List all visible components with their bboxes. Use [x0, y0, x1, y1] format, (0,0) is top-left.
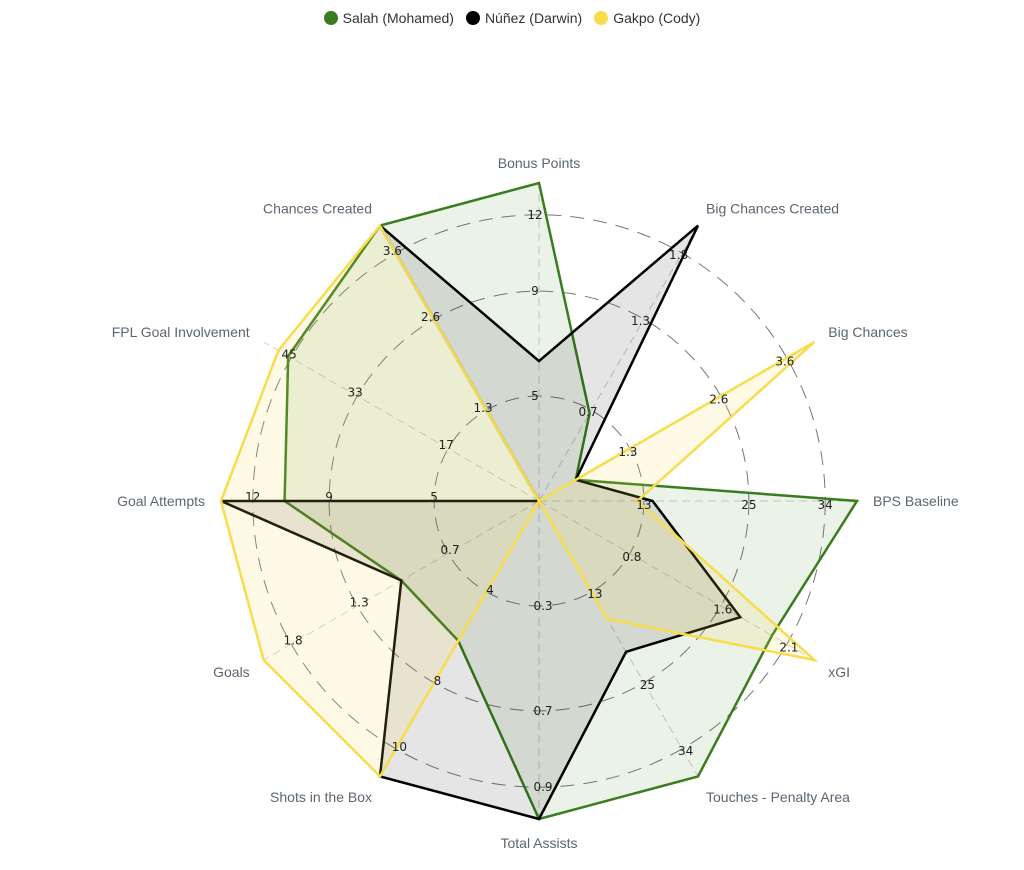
tick-label-goal-attempts-2: 9	[325, 490, 333, 504]
axis-label-touches-penalty-area: Touches - Penalty Area	[706, 789, 850, 805]
tick-label-touches-penalty-area-3: 34	[678, 744, 693, 758]
axis-label-xgi: xGI	[828, 664, 850, 680]
legend-label-salah: Salah (Mohamed)	[342, 10, 454, 26]
axis-line-fpl-goal-involvement	[263, 341, 540, 502]
tick-label-big-chances-created-3: 1.8	[669, 248, 688, 262]
axis-label-shots-in-the-box: Shots in the Box	[270, 789, 372, 805]
axis-label-fpl-goal-involvement: FPL Goal Involvement	[112, 324, 250, 340]
radar-axis-labels: Bonus Points Big Chances Created Big Chanc…	[112, 155, 959, 851]
axis-label-bps-baseline: BPS Baseline	[873, 493, 959, 509]
tick-label-goals-2: 1.3	[350, 596, 369, 610]
radar-tick-labels: 5 9 12 0.7 1.3 1.8 1.3 2.6 3.6 13 25 34 0.8 1.6 2.1 13 2…	[245, 208, 833, 794]
tick-label-goal-attempts-1: 5	[430, 490, 438, 504]
tick-label-bonus-points-2: 9	[531, 284, 539, 298]
legend-dot-salah	[323, 11, 338, 25]
tick-label-shots-in-the-box-1: 4	[486, 583, 494, 597]
tick-label-total-assists-3: 0.9	[533, 780, 552, 794]
series-area-gakpo-cody[interactable]	[219, 223, 819, 779]
tick-label-shots-in-the-box-2: 8	[434, 674, 442, 688]
axis-label-total-assists: Total Assists	[500, 835, 577, 851]
tick-label-chances-created-3: 3.6	[383, 244, 402, 258]
tick-label-big-chances-created-1: 0.7	[578, 405, 597, 419]
legend: Salah (Mohamed) Núñez (Darwin) Gakpo (Co…	[0, 10, 1024, 26]
tick-label-xgi-1: 0.8	[622, 550, 641, 564]
tick-label-bps-baseline-1: 13	[636, 498, 651, 512]
tick-label-total-assists-1: 0.3	[533, 599, 552, 613]
tick-label-bonus-points-1: 5	[531, 389, 539, 403]
legend-item-salah[interactable]: Salah (Mohamed)	[323, 10, 454, 26]
tick-label-goals-3: 1.8	[284, 634, 303, 648]
tick-label-goals-1: 0.7	[441, 543, 460, 557]
axis-line-big-chances-created	[538, 225, 699, 502]
legend-label-nunez: Núñez (Darwin)	[484, 10, 583, 26]
legend-dot-gakpo	[594, 11, 609, 25]
tick-label-xgi-2: 1.6	[713, 602, 732, 616]
tick-label-shots-in-the-box-3: 10	[392, 740, 407, 754]
tick-label-total-assists-2: 0.7	[533, 704, 552, 718]
legend-item-gakpo[interactable]: Gakpo (Cody)	[594, 10, 700, 26]
axis-label-big-chances-created: Big Chances Created	[706, 200, 839, 216]
tick-label-xgi-3: 2.1	[779, 641, 798, 655]
tick-label-touches-penalty-area-2: 25	[640, 678, 655, 692]
radar-series-areas	[219, 181, 860, 821]
axis-label-big-chances: Big Chances	[828, 324, 907, 340]
axis-label-chances-created: Chances Created	[263, 200, 372, 216]
tick-label-fpl-goal-involvement-1: 17	[438, 438, 453, 452]
axis-line-xgi	[538, 500, 815, 661]
tick-label-big-chances-1: 1.3	[618, 445, 637, 459]
tick-label-goal-attempts-3: 12	[245, 490, 260, 504]
tick-label-bps-baseline-2: 25	[741, 498, 756, 512]
tick-label-chances-created-1: 1.3	[474, 401, 493, 415]
tick-label-big-chances-created-2: 1.3	[631, 314, 650, 328]
tick-label-fpl-goal-involvement-2: 33	[348, 386, 363, 400]
tick-label-touches-penalty-area-1: 13	[587, 587, 602, 601]
tick-label-fpl-goal-involvement-3: 45	[281, 347, 296, 361]
legend-item-nunez[interactable]: Núñez (Darwin)	[465, 10, 583, 26]
legend-dot-nunez	[465, 11, 480, 25]
tick-label-big-chances-2: 2.6	[709, 393, 728, 407]
tick-label-chances-created-2: 2.6	[421, 310, 440, 324]
axis-label-bonus-points: Bonus Points	[498, 155, 581, 171]
tick-label-bonus-points-3: 12	[527, 208, 542, 222]
legend-label-gakpo: Gakpo (Cody)	[613, 10, 701, 26]
tick-label-big-chances-3: 3.6	[775, 354, 794, 368]
axis-label-goal-attempts: Goal Attempts	[117, 493, 205, 509]
tick-label-bps-baseline-3: 34	[818, 498, 833, 512]
axis-label-goals: Goals	[213, 664, 250, 680]
